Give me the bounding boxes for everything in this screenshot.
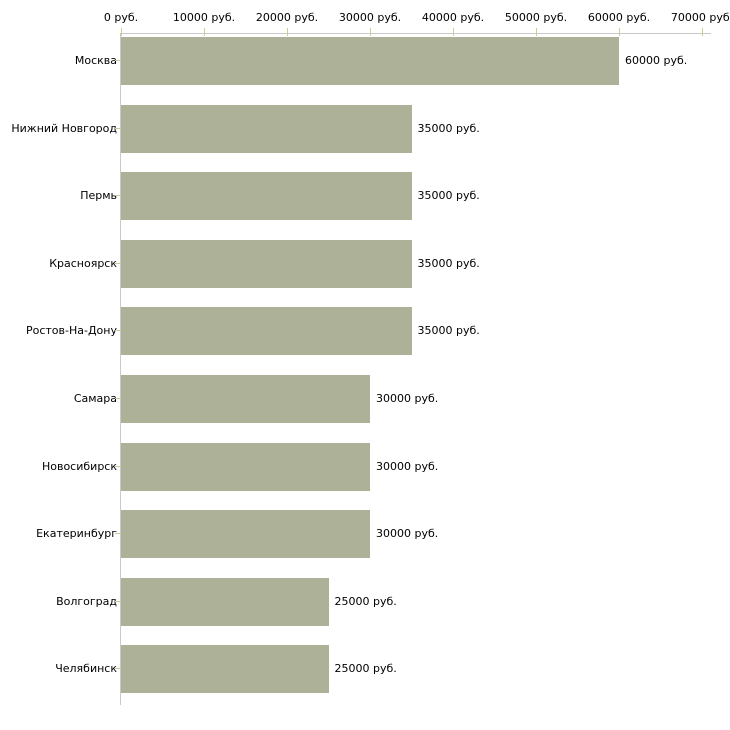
value-label: 60000 руб. <box>625 54 688 67</box>
x-axis-tick-label: 20000 руб. <box>255 11 319 24</box>
bar-row: Москва 60000 руб. <box>0 37 730 85</box>
category-tick-mark <box>115 668 120 670</box>
x-axis-tick-mark <box>287 28 288 36</box>
bar <box>121 510 370 559</box>
value-label: 35000 руб. <box>417 324 480 338</box>
category-label: Екатеринбург <box>36 527 117 541</box>
category-label: Нижний Новгород <box>11 121 117 135</box>
category-label: Ростов-На-Дону <box>25 324 117 338</box>
bar-row: Волгоград 25000 руб. <box>0 577 730 626</box>
bar-row: Челябинск 25000 руб. <box>0 645 730 694</box>
category-tick-mark <box>115 262 120 264</box>
x-axis-tick-label: 40000 руб. <box>421 11 485 24</box>
category-label: Новосибирск <box>41 459 117 473</box>
category-tick-mark <box>115 533 120 535</box>
bar-row: Ростов-На-Дону 35000 руб. <box>0 307 730 356</box>
bar <box>121 37 619 85</box>
value-label: 35000 руб. <box>417 256 480 270</box>
category-label: Челябинск <box>55 662 117 676</box>
value-label: 35000 руб. <box>417 189 480 203</box>
category-label: Москва <box>74 54 117 67</box>
bar <box>121 645 329 694</box>
x-axis-tick-label: 10000 руб. <box>172 11 236 24</box>
value-label: 30000 руб. <box>376 459 439 473</box>
bar <box>121 375 370 423</box>
x-axis-tick-mark <box>204 28 205 36</box>
bar-row: Самара 30000 руб. <box>0 375 730 423</box>
x-axis-tick-mark <box>370 28 371 36</box>
bar-row: Екатеринбург 30000 руб. <box>0 510 730 559</box>
x-axis-tick-label: 0 руб. <box>103 11 139 24</box>
x-axis-tick-mark <box>619 28 620 36</box>
bar <box>121 442 370 491</box>
bar-row: Пермь 35000 руб. <box>0 172 730 221</box>
x-axis-tick-mark <box>453 28 454 36</box>
category-tick-mark <box>115 600 120 602</box>
category-tick-mark <box>115 60 120 61</box>
bar-row: Новосибирск 30000 руб. <box>0 442 730 491</box>
category-label: Пермь <box>80 189 117 203</box>
category-tick-mark <box>115 127 120 129</box>
category-label: Самара <box>73 392 117 405</box>
bar <box>121 172 412 221</box>
x-axis-tick-mark <box>536 28 537 36</box>
bar-row: Нижний Новгород 35000 руб. <box>0 104 730 153</box>
category-label: Красноярск <box>49 256 117 270</box>
x-axis-tick-label: 50000 руб. <box>504 11 568 24</box>
category-tick-mark <box>115 398 120 399</box>
x-axis-line <box>121 33 711 34</box>
bar-row: Красноярск 35000 руб. <box>0 239 730 288</box>
category-tick-mark <box>115 465 120 467</box>
x-axis-tick-label: 70000 руб. <box>670 11 730 24</box>
value-label: 35000 руб. <box>417 121 480 135</box>
value-label: 30000 руб. <box>376 392 439 405</box>
bar <box>121 577 329 626</box>
category-label: Волгоград <box>56 594 117 608</box>
x-axis-tick-label: 60000 руб. <box>587 11 651 24</box>
bar <box>121 104 412 153</box>
value-label: 25000 руб. <box>334 662 397 676</box>
x-axis-tick-mark <box>121 28 122 36</box>
bar <box>121 239 412 288</box>
x-axis-tick-label: 30000 руб. <box>338 11 402 24</box>
category-tick-mark <box>115 330 120 332</box>
value-label: 30000 руб. <box>376 527 439 541</box>
x-axis-tick-mark <box>702 28 703 36</box>
bar <box>121 307 412 356</box>
y-axis-line <box>120 33 121 705</box>
category-tick-mark <box>115 195 120 197</box>
value-label: 25000 руб. <box>334 594 397 608</box>
